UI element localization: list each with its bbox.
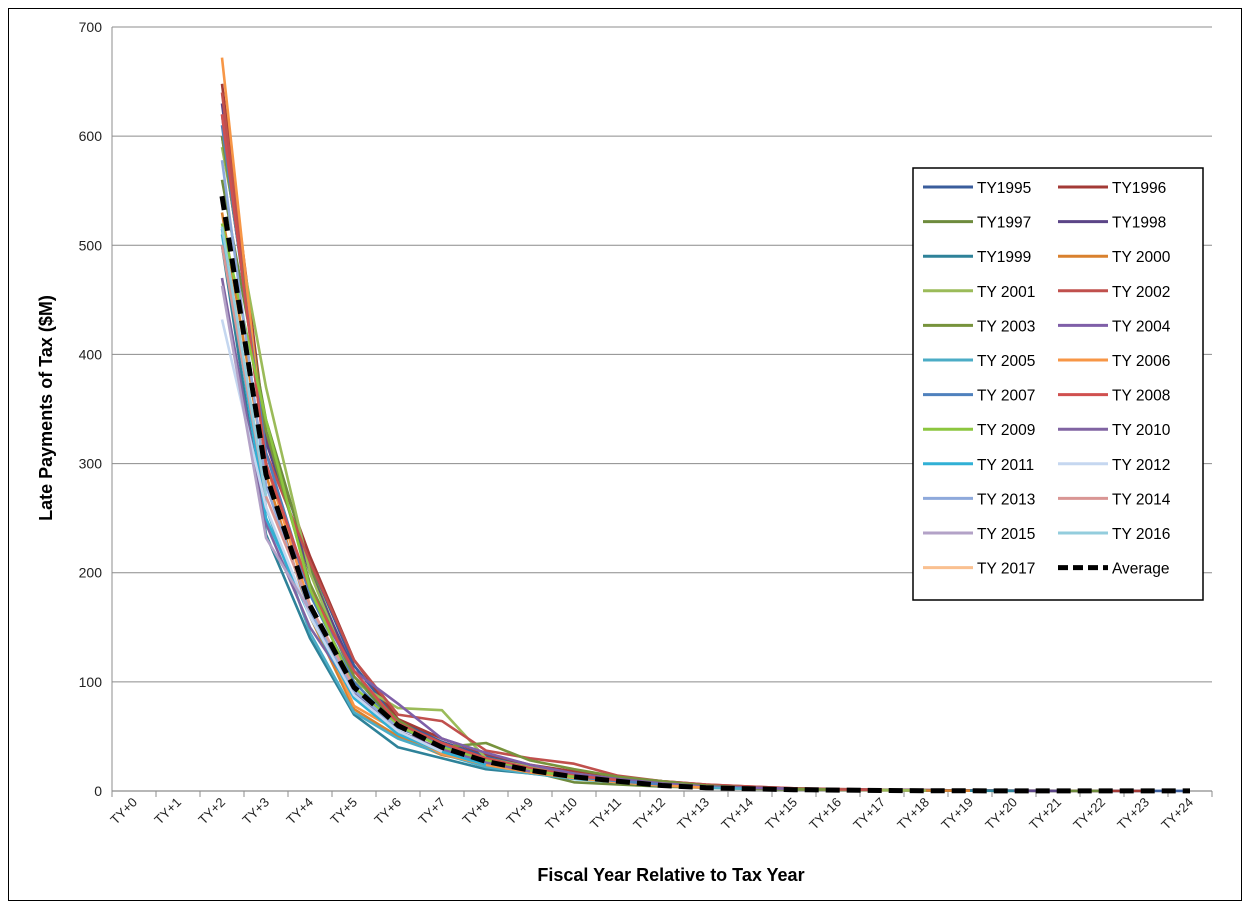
- x-tick-label: TY+16: [806, 795, 844, 833]
- x-tick-label: TY+19: [938, 795, 976, 833]
- legend-label: TY 2017: [977, 561, 1035, 578]
- y-tick-label: 500: [79, 237, 103, 253]
- series-line: [220, 125, 663, 786]
- x-tick-label: TY+22: [1070, 795, 1108, 833]
- series-line: [220, 146, 927, 792]
- legend-label: TY1996: [1112, 180, 1166, 197]
- x-tick-label: TY+9: [503, 795, 536, 828]
- series-line: [220, 114, 619, 782]
- series-line: [220, 135, 839, 791]
- y-tick-label: 0: [94, 783, 102, 799]
- y-tick-label: 100: [79, 674, 103, 690]
- legend-label: TY 2003: [977, 318, 1035, 335]
- x-tick-label: TY+23: [1114, 795, 1152, 833]
- legend-label: TY 2004: [1112, 318, 1171, 335]
- x-tick-label: TY+5: [327, 795, 360, 828]
- legend-label: TY 2008: [1112, 388, 1170, 405]
- series-line: [220, 114, 795, 791]
- x-tick-label: TY+12: [630, 795, 668, 833]
- x-tick-label: TY+24: [1158, 795, 1196, 833]
- x-tick-label: TY+6: [371, 795, 404, 828]
- y-tick-label: 600: [79, 128, 103, 144]
- series-line: [220, 245, 1015, 793]
- x-tick-label: TY+7: [415, 795, 448, 828]
- x-tick-label: TY+15: [762, 795, 800, 833]
- legend-label: TY1995: [977, 180, 1031, 197]
- x-tick-label: TY+14: [718, 795, 756, 833]
- legend-label: TY1999: [977, 249, 1031, 266]
- legend-label: TY 2016: [1112, 526, 1170, 543]
- legend-label: TY1998: [1112, 215, 1166, 232]
- x-tick-label: TY+8: [459, 795, 492, 828]
- x-tick-label: TY+18: [894, 795, 932, 833]
- legend: TY1995 TY1996 TY1997 TY1998 TY1999 TY 2000 TY …: [912, 167, 1204, 601]
- series-line: [220, 212, 971, 792]
- series-lines: [219, 57, 1190, 794]
- x-tick-label: TY+0: [107, 795, 140, 828]
- series-line: [220, 57, 707, 789]
- legend-label: TY 2015: [977, 526, 1035, 543]
- x-tick-label: TY+20: [982, 795, 1020, 833]
- x-tick-label: TY+11: [587, 795, 624, 832]
- legend-label: TY 2001: [977, 284, 1035, 301]
- legend-label: TY1997: [977, 215, 1031, 232]
- series-line: [220, 234, 751, 791]
- legend-label: Average: [1112, 561, 1169, 578]
- legend-label: TY 2010: [1112, 422, 1171, 439]
- legend-label: TY 2013: [977, 491, 1035, 508]
- legend-label: TY 2000: [1112, 249, 1171, 266]
- legend-label: TY 2002: [1112, 284, 1170, 301]
- x-tick-label: TY+10: [542, 795, 580, 833]
- series-line: [220, 285, 312, 612]
- series-line: [219, 195, 1190, 794]
- legend-box: [912, 167, 1204, 601]
- legend-label: TY 2005: [977, 353, 1035, 370]
- y-axis-title: Late Payments of Tax ($M): [36, 295, 56, 521]
- x-tick-label: TY+2: [195, 795, 228, 828]
- legend-label: TY 2014: [1112, 491, 1171, 508]
- x-tick-label: TY+4: [283, 795, 316, 828]
- x-tick-label: TY+3: [239, 795, 272, 828]
- y-tick-label: 400: [79, 346, 103, 362]
- series-line: [220, 319, 443, 753]
- x-tick-label: TY+1: [151, 795, 184, 828]
- series-line: [220, 226, 268, 497]
- y-tick-label: 300: [79, 456, 103, 472]
- legend-label: TY 2006: [1112, 353, 1170, 370]
- legend-label: TY 2012: [1112, 457, 1170, 474]
- y-tick-label: 200: [79, 565, 103, 581]
- x-axis-title: Fiscal Year Relative to Tax Year: [537, 865, 804, 885]
- x-tick-label: TY+17: [850, 795, 888, 833]
- legend-label: TY 2011: [977, 457, 1034, 474]
- x-tick-label: TY+13: [674, 795, 712, 833]
- legend-label: TY 2009: [977, 422, 1035, 439]
- x-tick-label: TY+21: [1026, 795, 1064, 833]
- legend-label: TY 2007: [977, 388, 1035, 405]
- y-tick-label: 700: [79, 19, 103, 35]
- series-line: [220, 92, 883, 792]
